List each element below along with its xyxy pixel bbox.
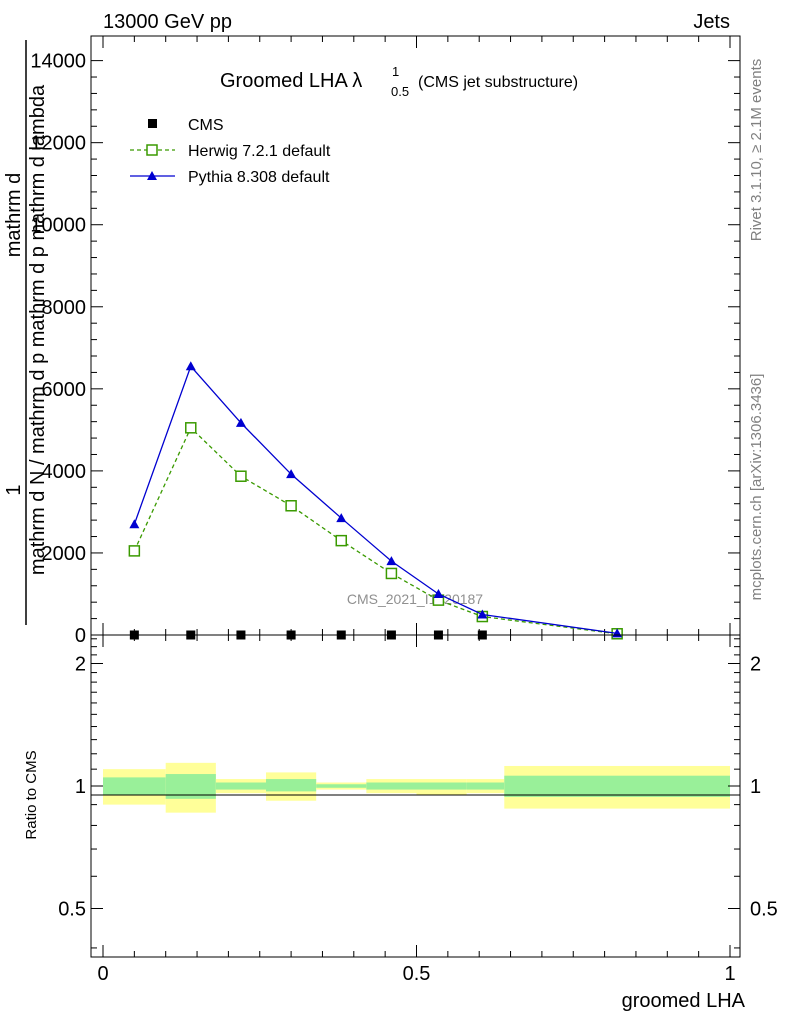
- ratio-y-ticks: 0.5 0.5 1 1 2 2: [58, 638, 778, 949]
- pythia-point: [477, 609, 488, 619]
- x-tick-label: 1: [724, 963, 735, 985]
- herwig-point: [128, 545, 141, 557]
- x-axis-title: groomed LHA: [622, 990, 746, 1012]
- legend-label-pythia: Pythia 8.308 default: [188, 169, 330, 186]
- legend-marker-cms: [148, 119, 157, 128]
- y-tick-label: 6000: [42, 379, 87, 401]
- ratio-y-tick-label: 1: [75, 776, 86, 798]
- ratio-stat-band: [466, 782, 505, 790]
- x-tick-label: 0: [97, 963, 108, 985]
- pythia-point: [185, 361, 196, 371]
- title-note: (CMS jet substructure): [418, 74, 578, 91]
- ratio-stat-band: [316, 784, 367, 788]
- ratio-y-axis-title: Ratio to CMS: [23, 750, 40, 839]
- svg-text:Groomed LHA λ: Groomed LHA λ: [220, 70, 362, 92]
- legend-label-herwig: Herwig 7.2.1 default: [188, 143, 331, 160]
- y-tick-label: 8000: [42, 297, 87, 319]
- plot-title: Groomed LHA λ 0.5 1 (CMS jet substructur…: [220, 64, 578, 99]
- ratio-y-tick-label: 2: [75, 654, 86, 676]
- y-tick-label: 14000: [30, 51, 86, 73]
- ratio-y-tick-label-right: 2: [750, 654, 761, 676]
- ratio-y-tick-label-right: 0.5: [750, 898, 778, 920]
- herwig-point: [235, 470, 247, 482]
- legend-label-cms: CMS: [188, 117, 224, 134]
- x-tick-label: 0.5: [403, 963, 431, 985]
- title-main: Groomed LHA: [220, 70, 348, 92]
- ratio-y-tick-label-right: 1: [750, 776, 761, 798]
- y-axis-title-den: mathrm d N / mathrm d p mathrm d p mathr…: [27, 84, 49, 575]
- y-axis-title: mathrm d 1 mathrm d N / mathrm d p mathr…: [3, 40, 49, 625]
- source-label: mcplots.cern.ch [arXiv:1306.3436]: [748, 374, 765, 601]
- herwig-point: [285, 500, 297, 512]
- ratio-stat-band: [504, 775, 730, 797]
- process-label: Jets: [693, 11, 730, 33]
- herwig-point: [185, 422, 197, 434]
- main-y-ticks: 0 2000 4000 6000 8000 10000 12000 14000: [30, 51, 740, 647]
- ratio-stat-band: [366, 782, 417, 790]
- legend: CMS Herwig 7.2.1 default Pythia 8.308 de…: [130, 117, 331, 186]
- pythia-point: [386, 556, 397, 566]
- rivet-label: Rivet 3.1.10, ≥ 2.1M events: [748, 59, 765, 242]
- y-tick-label: 0: [75, 625, 86, 647]
- y-axis-title-num: 1: [3, 484, 25, 495]
- legend-marker-herwig: [146, 144, 158, 156]
- ratio-bands: [103, 762, 730, 813]
- y-tick-label: 4000: [42, 461, 87, 483]
- ratio-stat-band: [416, 782, 467, 790]
- ratio-stat-band: [266, 779, 317, 792]
- title-sup: 1: [392, 64, 399, 79]
- pythia-point: [235, 417, 246, 427]
- pythia-point: [433, 588, 444, 598]
- y-tick-label: 2000: [42, 543, 87, 565]
- ratio-y-tick-label: 0.5: [58, 898, 86, 920]
- y-tick-label: 12000: [30, 133, 86, 155]
- energy-label: 13000 GeV pp: [103, 11, 232, 33]
- ratio-stat-band: [103, 777, 166, 796]
- y-tick-label: 10000: [30, 215, 86, 237]
- pythia-point: [286, 469, 297, 479]
- ratio-x-ticks: 0 0.5 1: [97, 635, 736, 985]
- ratio-stat-band: [215, 782, 267, 790]
- herwig-point: [335, 534, 348, 547]
- ratio-plot-frame: [90, 634, 741, 958]
- y-axis-title-top: mathrm d: [3, 173, 25, 257]
- pythia-point: [336, 513, 347, 523]
- analysis-watermark: CMS_2021_I1920187: [347, 591, 483, 607]
- legend-marker-pythia: [147, 171, 157, 180]
- pythia-point: [129, 519, 140, 529]
- herwig-point: [385, 567, 398, 580]
- title-sub: 0.5: [391, 84, 409, 99]
